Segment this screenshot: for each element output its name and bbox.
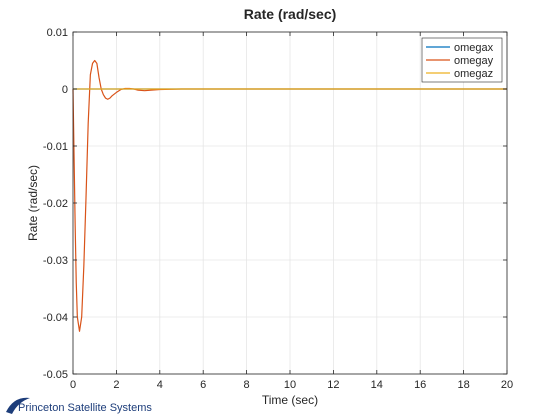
legend: omegax omegay omegaz bbox=[421, 37, 503, 83]
x-tick-label: 14 bbox=[371, 379, 383, 391]
y-tick-label: -0.04 bbox=[43, 312, 68, 324]
x-tick-label: 20 bbox=[501, 379, 513, 391]
legend-label-omegaz: omegaz bbox=[454, 68, 493, 80]
brand-logo: Princeton Satellite Systems bbox=[6, 397, 152, 414]
brand-name: Princeton Satellite Systems bbox=[18, 402, 152, 414]
x-tick-label: 8 bbox=[244, 379, 250, 391]
chart-title: Rate (rad/sec) bbox=[244, 6, 337, 22]
x-tick-label: 12 bbox=[327, 379, 339, 391]
x-tick-label: 0 bbox=[70, 379, 76, 391]
legend-label-omegax: omegax bbox=[454, 42, 494, 54]
x-tick-label: 2 bbox=[113, 379, 119, 391]
y-tick-label: -0.01 bbox=[43, 141, 68, 153]
ticks: 0 2 4 6 8 10 12 14 16 18 20 0.01 0 -0.01 -0.02 -0.03 -0.… bbox=[43, 27, 513, 391]
brand-swoosh-icon bbox=[6, 397, 30, 414]
series-lines bbox=[72, 59, 507, 332]
y-tick-label: 0 bbox=[62, 84, 68, 96]
y-axis-label: Rate (rad/sec) bbox=[26, 165, 40, 241]
y-tick-label: -0.03 bbox=[43, 255, 68, 267]
y-tick-label: -0.05 bbox=[43, 369, 68, 381]
x-tick-label: 18 bbox=[457, 379, 469, 391]
legend-label-omegay: omegay bbox=[454, 55, 494, 67]
x-tick-label: 6 bbox=[200, 379, 206, 391]
y-tick-label: -0.02 bbox=[43, 198, 68, 210]
y-tick-label: 0.01 bbox=[47, 27, 68, 39]
x-tick-label: 4 bbox=[157, 379, 163, 391]
x-tick-label: 16 bbox=[414, 379, 426, 391]
x-tick-label: 10 bbox=[284, 379, 296, 391]
x-axis-label: Time (sec) bbox=[262, 393, 318, 407]
